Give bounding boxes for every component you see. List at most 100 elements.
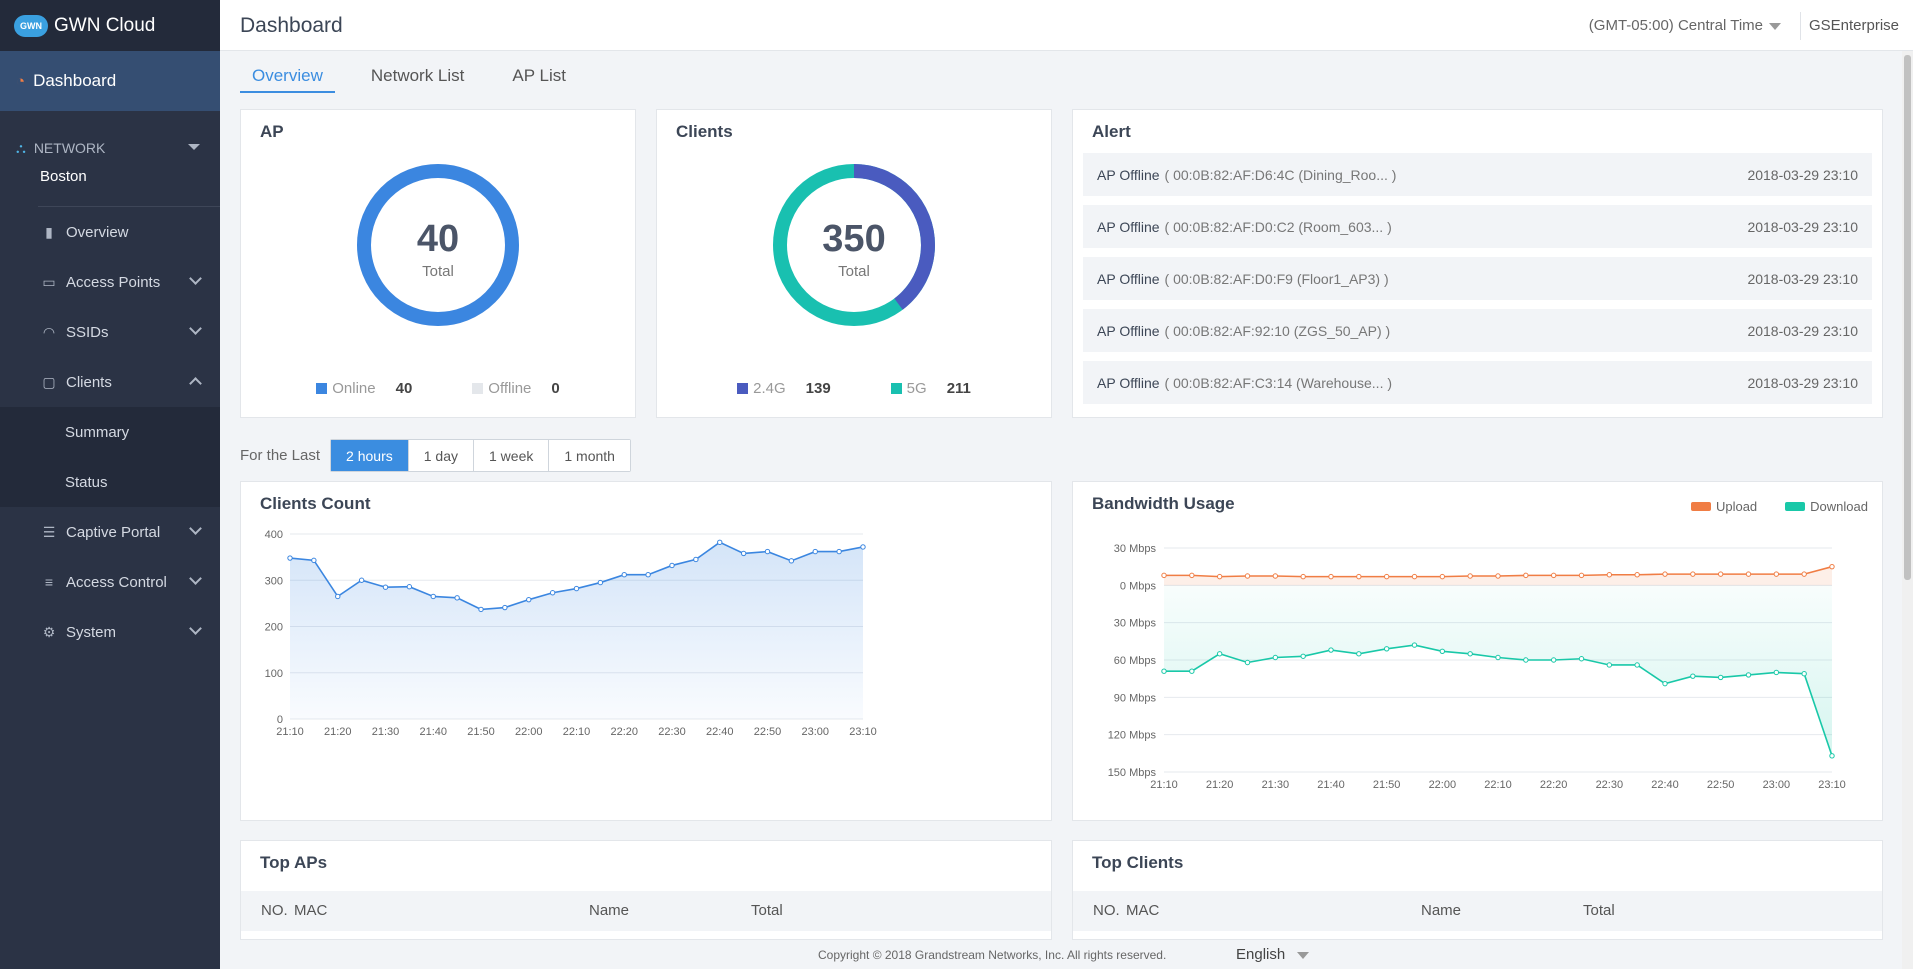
sidebar-item-captive-portal[interactable]: ☰ Captive Portal (0, 507, 220, 557)
sidebar-item-dashboard[interactable]: ◔ Dashboard (0, 51, 220, 111)
col-name: Name (589, 902, 630, 919)
sidebar-item-access-points[interactable]: ▭ Access Points (0, 257, 220, 307)
sidebar-item-access-control[interactable]: ≡ Access Control (0, 557, 220, 607)
card-title: AP (260, 122, 284, 141)
y-tick-label: 100 (265, 668, 283, 680)
data-point (1606, 662, 1613, 668)
sidebar-item-label: Access Control (66, 573, 167, 591)
data-point (1745, 571, 1752, 577)
sidebar-item-ssids[interactable]: ◠ SSIDs (0, 307, 220, 357)
user-menu[interactable]: GSEnterprise (1808, 17, 1899, 34)
top-clients-card: Top Clients NO. MAC Name Total (1072, 840, 1883, 940)
alert-type: AP Offline (1097, 322, 1160, 339)
x-tick-label: 22:20 (610, 726, 638, 738)
alert-row[interactable]: AP Offline ( 00:0B:82:AF:D0:C2 (Room_603… (1083, 205, 1872, 248)
data-point (526, 596, 532, 603)
access-point-icon: ▭ (42, 273, 56, 290)
legend-label: 2.4G (753, 380, 786, 397)
period-1-month[interactable]: 1 month (548, 440, 630, 471)
y-tick-label: 150 Mbps (1108, 767, 1157, 779)
legend-swatch (737, 383, 749, 394)
alert-card: Alert AP Offline ( 00:0B:82:AF:D6:4C (Di… (1072, 109, 1883, 418)
alert-row[interactable]: AP Offline ( 00:0B:82:AF:92:10 (ZGS_50_A… (1083, 309, 1872, 352)
alert-time: 2018-03-29 23:10 (1747, 374, 1858, 391)
alert-detail: ( 00:0B:82:AF:D0:C2 (Room_603... ) (1164, 218, 1392, 235)
sidebar-subitem-status[interactable]: Status (65, 473, 108, 491)
alert-time: 2018-03-29 23:10 (1747, 270, 1858, 287)
donut-center: 350 Total (657, 218, 1051, 280)
legend-upload[interactable]: Upload (1690, 499, 1757, 514)
language-label: English (1236, 946, 1286, 963)
x-tick-label: 21:30 (1262, 779, 1290, 791)
timezone-selector[interactable]: (GMT-05:00) Central Time (1589, 17, 1781, 34)
data-point (812, 548, 818, 555)
x-tick-label: 21:40 (1317, 779, 1345, 791)
network-selector[interactable]: ⛬ NETWORK (0, 128, 220, 168)
chevron-up-icon (189, 377, 202, 390)
tab-overview[interactable]: Overview (240, 64, 335, 93)
data-point (1161, 668, 1167, 674)
x-tick-label: 22:30 (1596, 779, 1624, 791)
data-point (382, 584, 389, 590)
data-point (1356, 573, 1362, 580)
data-point (788, 558, 795, 564)
brand[interactable]: GWN GWN Cloud (0, 0, 220, 51)
data-point (1411, 573, 1418, 580)
sidebar-subitem-summary[interactable]: Summary (65, 423, 130, 441)
data-point (311, 557, 317, 564)
tab-ap-list[interactable]: AP List (512, 66, 566, 85)
ap-donut-chart (357, 164, 519, 326)
period-1-day[interactable]: 1 day (407, 440, 473, 471)
period-1-week[interactable]: 1 week (473, 440, 549, 471)
data-point (549, 590, 556, 596)
data-point (1189, 668, 1195, 674)
x-tick-label: 21:50 (1373, 779, 1401, 791)
y-tick-label: 30 Mbps (1114, 618, 1157, 630)
scrollbar-thumb[interactable] (1904, 55, 1911, 580)
legend-download[interactable]: Download (1785, 499, 1868, 514)
donut-24g-arc (773, 164, 935, 326)
legend-online: Online 40 (316, 380, 412, 397)
alert-detail: ( 00:0B:82:AF:D0:F9 (Floor1_AP3) ) (1164, 270, 1389, 287)
page-title: Dashboard (240, 14, 343, 37)
period-label: For the Last (240, 447, 321, 464)
data-point (1467, 573, 1473, 579)
page-scrollbar[interactable] (1902, 51, 1913, 969)
col-name: Name (1421, 902, 1462, 919)
legend-label: 5G (906, 380, 927, 397)
tab-network-list[interactable]: Network List (370, 66, 465, 85)
data-point (621, 572, 627, 578)
data-point (740, 550, 747, 557)
data-point (1829, 753, 1835, 759)
alert-row[interactable]: AP Offline ( 00:0B:82:AF:D0:F9 (Floor1_A… (1083, 257, 1872, 300)
language-selector[interactable]: English (1236, 946, 1310, 963)
y-tick-label: 0 (277, 714, 283, 726)
sidebar-item-overview[interactable]: ▮ Overview (0, 207, 220, 257)
x-tick-label: 22:30 (658, 726, 686, 738)
data-point (1801, 571, 1807, 577)
data-point (406, 584, 413, 590)
alert-row[interactable]: AP Offline ( 00:0B:82:AF:C3:14 (Warehous… (1083, 361, 1872, 404)
data-point (1300, 653, 1306, 659)
sidebar-item-clients[interactable]: ▢ Clients (0, 357, 220, 407)
total-label: Total (422, 263, 454, 280)
sidebar-item-label: Clients (66, 373, 112, 391)
donut-center: 40 Total (241, 218, 635, 280)
data-point (645, 572, 651, 578)
table-header: NO. MAC Name Total (1073, 891, 1882, 931)
alert-time: 2018-03-29 23:10 (1747, 218, 1858, 235)
card-title: Bandwidth Usage (1092, 494, 1235, 513)
data-point (1244, 573, 1251, 579)
sidebar-item-system[interactable]: ⚙ System (0, 607, 220, 657)
divider (1800, 12, 1801, 40)
alert-row[interactable]: AP Offline ( 00:0B:82:AF:D6:4C (Dining_R… (1083, 153, 1872, 196)
data-point (1383, 573, 1390, 580)
clients-card: Clients 350 Total 2.4G 139 5G 211 (656, 109, 1052, 418)
period-selector: For the Last 2 hours 1 day 1 week 1 mont… (240, 439, 631, 472)
data-point (1578, 656, 1585, 662)
x-tick-label: 22:50 (1707, 779, 1735, 791)
period-2-hours[interactable]: 2 hours (331, 440, 408, 471)
data-point (1523, 657, 1529, 663)
data-point (1272, 654, 1279, 661)
alert-type: AP Offline (1097, 270, 1160, 287)
